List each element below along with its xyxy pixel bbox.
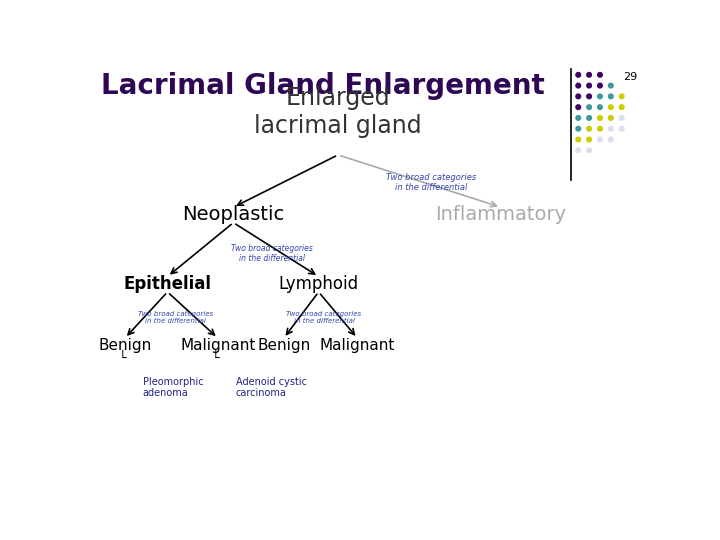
- Circle shape: [608, 105, 613, 110]
- Circle shape: [619, 126, 624, 131]
- Circle shape: [608, 94, 613, 99]
- Circle shape: [619, 94, 624, 99]
- Text: Inflammatory: Inflammatory: [435, 205, 567, 225]
- Text: Enlarged
lacrimal gland: Enlarged lacrimal gland: [254, 86, 422, 138]
- Circle shape: [576, 105, 580, 110]
- Circle shape: [587, 72, 591, 77]
- Circle shape: [598, 105, 602, 110]
- Circle shape: [598, 83, 602, 88]
- Text: Two broad categories
in the differential: Two broad categories in the differential: [386, 173, 476, 192]
- Circle shape: [576, 137, 580, 142]
- Text: Pleomorphic
adenoma: Pleomorphic adenoma: [143, 377, 203, 399]
- Circle shape: [576, 72, 580, 77]
- Text: Lacrimal Gland Enlargement: Lacrimal Gland Enlargement: [101, 72, 544, 100]
- Text: Two broad categories
in the differential: Two broad categories in the differential: [287, 311, 361, 324]
- Circle shape: [619, 105, 624, 110]
- Circle shape: [608, 137, 613, 142]
- Circle shape: [587, 105, 591, 110]
- Circle shape: [619, 116, 624, 120]
- Text: 29: 29: [623, 72, 637, 83]
- Circle shape: [576, 94, 580, 99]
- Circle shape: [587, 148, 591, 153]
- Circle shape: [608, 126, 613, 131]
- Circle shape: [598, 94, 602, 99]
- Circle shape: [576, 126, 580, 131]
- Text: └: └: [212, 352, 219, 365]
- Text: └: └: [119, 352, 126, 365]
- Circle shape: [587, 137, 591, 142]
- Circle shape: [587, 94, 591, 99]
- Circle shape: [587, 83, 591, 88]
- Circle shape: [576, 148, 580, 153]
- Circle shape: [598, 126, 602, 131]
- Circle shape: [587, 116, 591, 120]
- Circle shape: [608, 83, 613, 88]
- Circle shape: [598, 116, 602, 120]
- Text: Malignant: Malignant: [320, 339, 395, 353]
- Circle shape: [576, 116, 580, 120]
- Text: Neoplastic: Neoplastic: [182, 205, 284, 225]
- Text: Malignant: Malignant: [180, 339, 256, 353]
- Text: Benign: Benign: [257, 339, 310, 353]
- Text: Two broad categories
in the differential: Two broad categories in the differential: [231, 244, 313, 263]
- Circle shape: [576, 83, 580, 88]
- Circle shape: [598, 137, 602, 142]
- Circle shape: [608, 116, 613, 120]
- Text: Adenoid cystic
carcinoma: Adenoid cystic carcinoma: [235, 377, 307, 399]
- Text: Benign: Benign: [98, 339, 151, 353]
- Text: Two broad categories
in the differential: Two broad categories in the differential: [138, 311, 213, 324]
- Circle shape: [598, 72, 602, 77]
- Circle shape: [587, 126, 591, 131]
- Text: Epithelial: Epithelial: [124, 275, 212, 293]
- Text: Lymphoid: Lymphoid: [279, 275, 359, 293]
